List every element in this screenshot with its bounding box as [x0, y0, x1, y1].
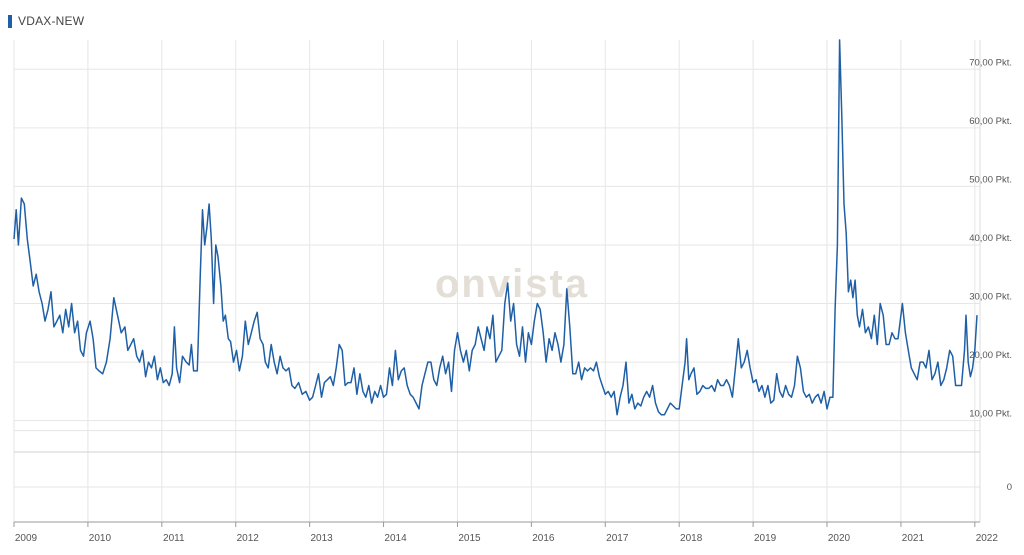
x-tick-label-2009: 2009 [15, 533, 38, 544]
x-tick-label-2019: 2019 [754, 533, 777, 544]
y-tick-label-20: 20,00 Pkt. [969, 350, 1012, 361]
x-tick-label-2010: 2010 [89, 533, 112, 544]
x-tick-label-2015: 2015 [458, 533, 481, 544]
y-tick-label-40: 40,00 Pkt. [969, 233, 1012, 244]
legend-label: VDAX-NEW [18, 14, 85, 28]
legend-swatch [8, 14, 12, 28]
y-tick-label-70: 70,00 Pkt. [969, 57, 1012, 68]
y-tick-label-60: 60,00 Pkt. [969, 116, 1012, 127]
x-tick-label-2021: 2021 [902, 533, 925, 544]
x-tick-label-2016: 2016 [532, 533, 555, 544]
x-tick-label-2012: 2012 [237, 533, 260, 544]
x-tick-label-2020: 2020 [828, 533, 851, 544]
series-line-vdax-new [13, 39, 978, 416]
y-tick-label-50: 50,00 Pkt. [969, 174, 1012, 185]
x-tick-label-2017: 2017 [606, 533, 629, 544]
y-tick-label-30: 30,00 Pkt. [969, 292, 1012, 303]
watermark-logo: onvista [435, 262, 589, 306]
volume-tick-label: 0 [1007, 482, 1012, 493]
x-tick-label-2014: 2014 [384, 533, 407, 544]
x-tick-label-2022: 2022 [976, 533, 999, 544]
x-tick-label-2018: 2018 [680, 533, 703, 544]
x-tick-label-2013: 2013 [311, 533, 334, 544]
y-tick-label-10: 10,00 Pkt. [969, 409, 1012, 420]
legend: VDAX-NEW [8, 14, 84, 28]
x-tick-label-2011: 2011 [163, 533, 185, 544]
